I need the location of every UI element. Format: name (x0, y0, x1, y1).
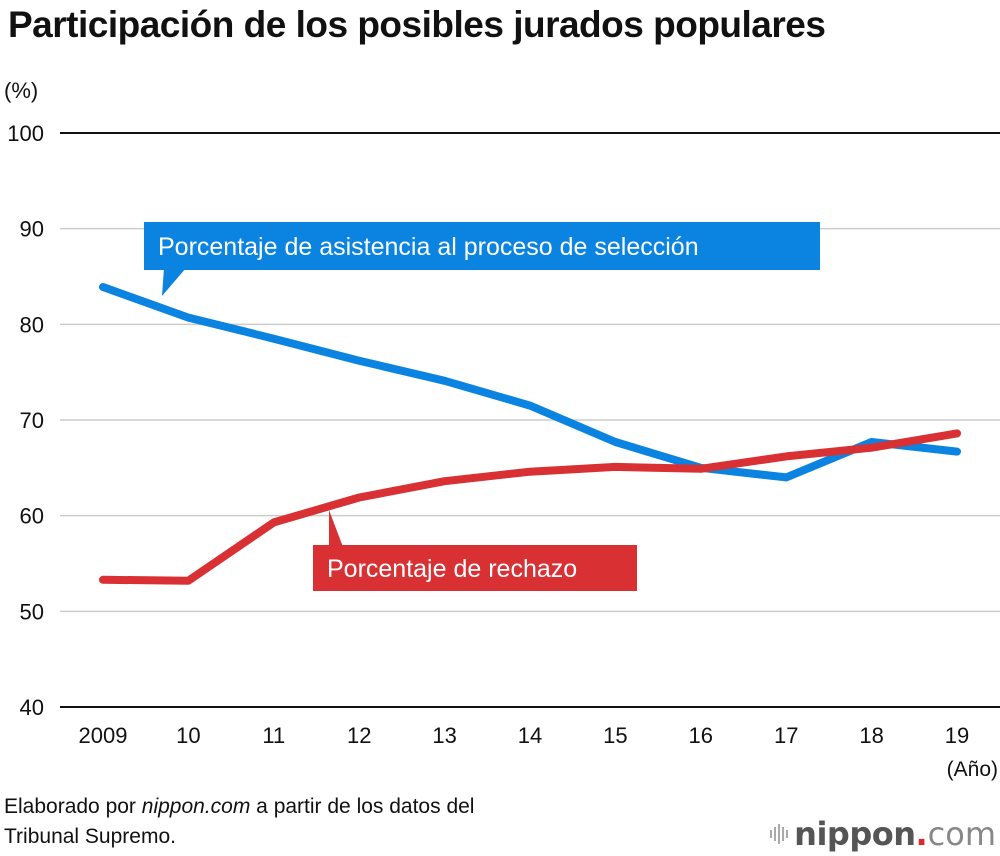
source-site: nippon.com (141, 795, 251, 818)
y-axis-ticks: 100 90 80 70 60 50 40 (7, 121, 44, 720)
logo-dot: . (915, 815, 928, 853)
x-tick-label: 12 (347, 723, 371, 748)
x-tick-label: 18 (859, 723, 883, 748)
x-tick-label: 13 (432, 723, 456, 748)
sound-bars-icon (770, 822, 789, 846)
source-line-1: Elaborado por nippon.com a partir de los… (4, 792, 474, 822)
attendance-callout-box (144, 222, 820, 270)
line-chart: 100 90 80 70 60 50 40 2009 10 11 12 13 14 15 16 17 18 19… (7, 121, 1000, 748)
x-tick-label: 16 (689, 723, 713, 748)
x-tick-label: 15 (603, 723, 627, 748)
attendance-callout: Porcentaje de asistencia al proceso de s… (144, 222, 820, 296)
rejection-callout: Porcentaje de rechazo (313, 510, 637, 591)
x-tick-label: 11 (262, 723, 285, 748)
attendance-callout-pointer (162, 268, 186, 296)
logo-brand: nippon (794, 815, 916, 853)
source-line-2: Tribunal Supremo. (4, 825, 176, 848)
x-tick-label: 2009 (79, 723, 128, 748)
rejection-callout-text: Porcentaje de rechazo (327, 555, 577, 583)
x-axis-ticks: 2009 10 11 12 13 14 15 16 17 18 19 (79, 723, 970, 748)
y-tick-label: 60 (20, 504, 44, 529)
rejection-callout-pointer (329, 510, 343, 547)
x-tick-label: 17 (774, 723, 798, 748)
chart-title: Participación de los posibles jurados po… (8, 4, 826, 45)
series-lines (99, 283, 961, 585)
source-note: Elaborado por nippon.com a partir de los… (4, 792, 474, 852)
y-tick-label: 70 (20, 408, 44, 433)
y-tick-label: 90 (20, 217, 44, 242)
y-tick-label: 50 (20, 599, 44, 624)
source-suffix: a partir de los datos del (250, 795, 475, 818)
x-tick-label: 10 (176, 723, 200, 748)
x-tick-label: 19 (945, 723, 969, 748)
x-axis-unit-label: (Año) (946, 758, 998, 781)
gridlines (60, 132, 1000, 708)
y-axis-unit-label: (%) (4, 78, 39, 103)
y-tick-label: 80 (20, 312, 44, 337)
y-tick-label: 40 (20, 695, 44, 720)
nippon-logo: nippon.com (770, 815, 996, 853)
x-tick-label: 14 (518, 723, 542, 748)
rejection-callout-box (313, 545, 637, 591)
logo-tld: com (927, 815, 996, 853)
attendance-callout-text: Porcentaje de asistencia al proceso de s… (158, 233, 699, 261)
source-prefix: Elaborado por (4, 795, 142, 818)
series-callouts: Porcentaje de asistencia al proceso de s… (144, 222, 820, 591)
y-tick-label: 100 (7, 121, 44, 146)
